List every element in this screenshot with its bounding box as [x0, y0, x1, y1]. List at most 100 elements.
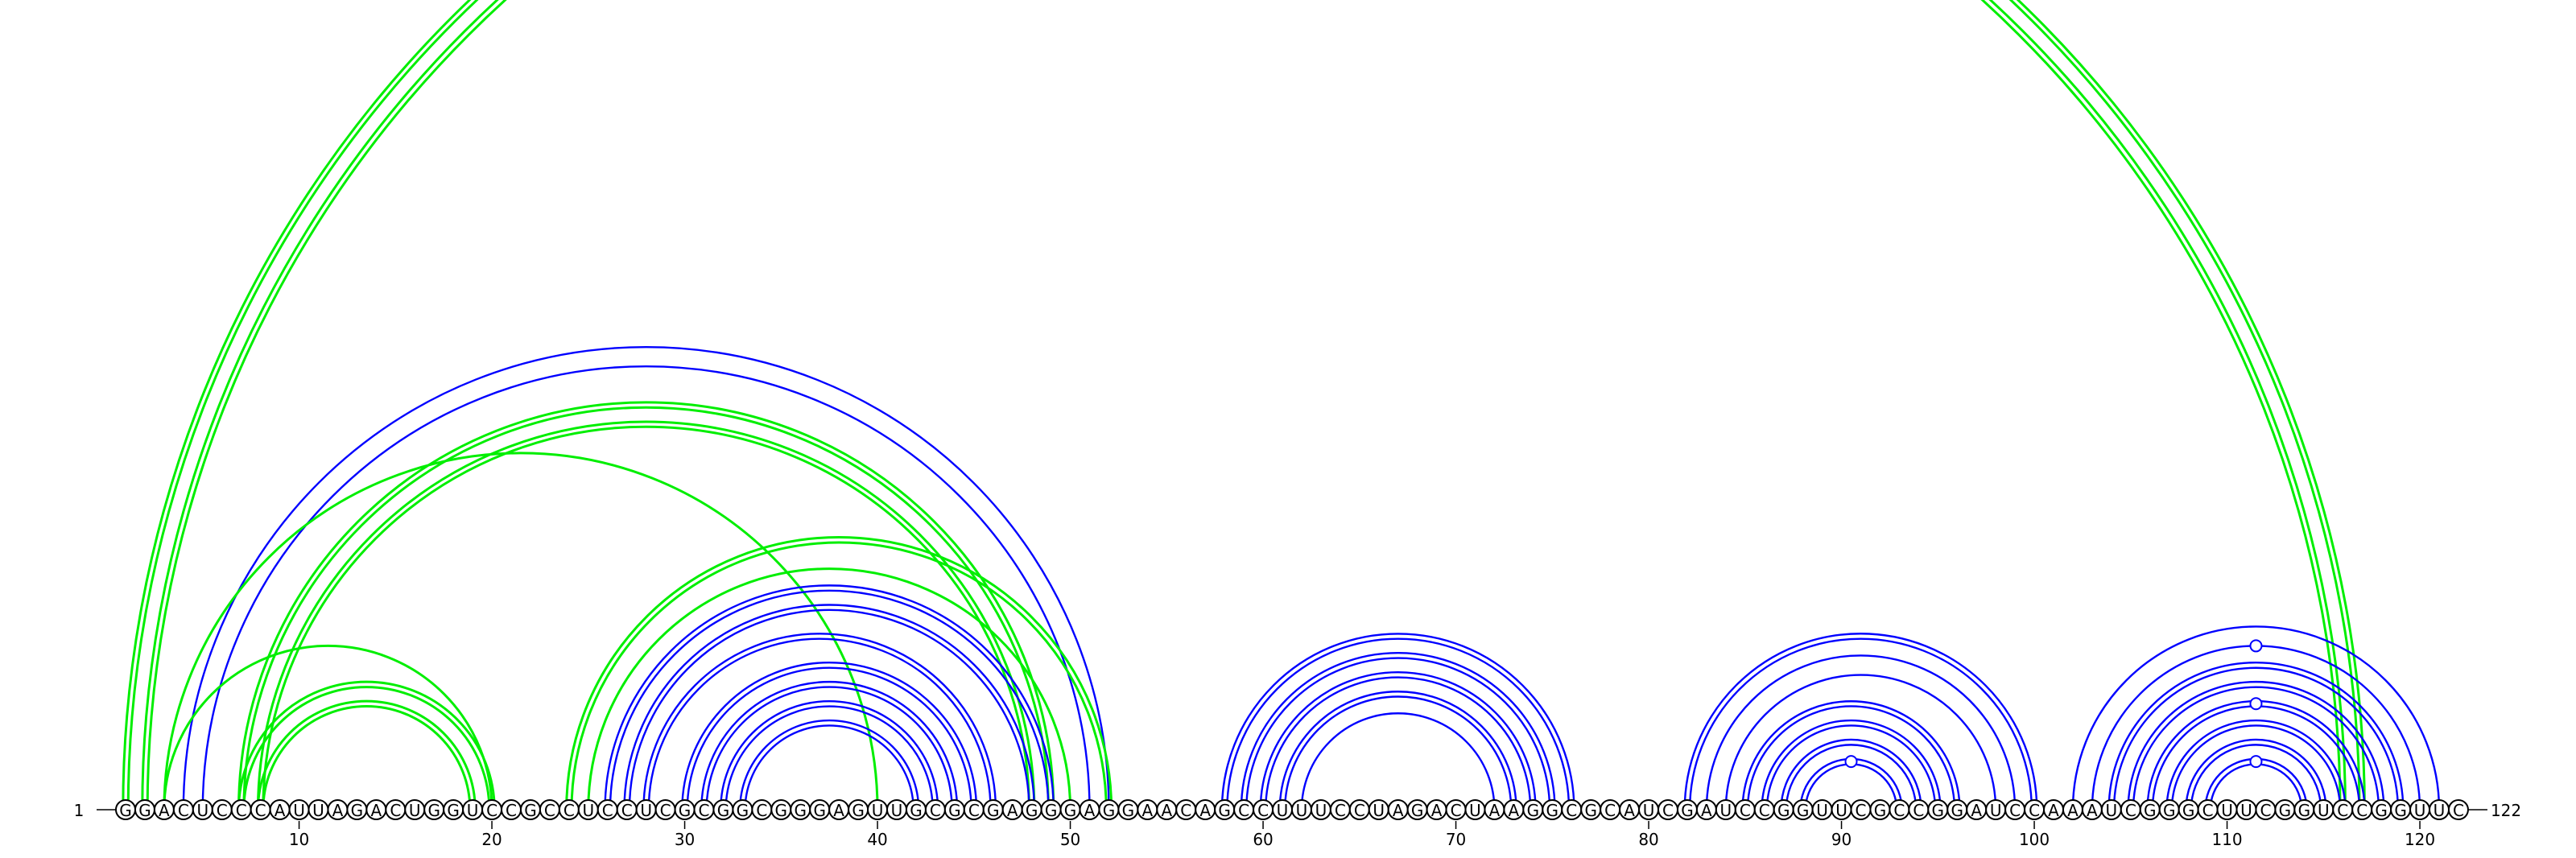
base-pair-arc — [1300, 712, 1496, 811]
arc-outer-strand — [256, 699, 477, 811]
nucleotide-letter: C — [564, 801, 575, 820]
base-pair-arc — [2127, 680, 2385, 811]
nucleotide-letter: G — [1874, 801, 1887, 820]
nucleotide: G — [1580, 799, 1602, 820]
nucleotide-letter: C — [486, 801, 497, 820]
nucleotide: C — [1329, 799, 1351, 820]
nucleotide: A — [2081, 799, 2103, 820]
nucleotide-letter: U — [2240, 801, 2252, 820]
nucleotide-letter: G — [1797, 801, 1810, 820]
base-pair-arc — [604, 584, 1055, 811]
nucleotide-letter: C — [602, 801, 613, 820]
nucleotide-letter: U — [1990, 801, 2002, 820]
nucleotide-letter: C — [930, 801, 941, 820]
nucleotide: U — [577, 799, 599, 820]
nucleotide-letter: C — [1604, 801, 1616, 820]
nucleotide-letter: G — [1411, 801, 1424, 820]
arc-outer-strand — [237, 680, 496, 811]
nucleotide: U — [1831, 799, 1852, 820]
nucleotide-letter: A — [1489, 801, 1501, 820]
nucleotide: U — [2100, 799, 2122, 820]
nucleotide: C — [2447, 799, 2469, 820]
nucleotide-letter: C — [390, 801, 401, 820]
nucleotide-letter: C — [178, 801, 189, 820]
nucleotide: G — [346, 799, 368, 820]
tick-label: 70 — [1446, 830, 1466, 849]
nucleotide: C — [1175, 799, 1197, 820]
nucleotide: U — [2216, 799, 2238, 820]
base-pair-arc — [256, 699, 477, 811]
arc-outer-strand — [1240, 652, 1556, 811]
nucleotide: A — [365, 799, 387, 820]
arc-outer-strand — [642, 633, 997, 811]
nucleotide-letter: U — [293, 801, 305, 820]
nucleotide-letter: G — [2394, 801, 2407, 820]
nucleotide-letter: C — [968, 801, 980, 820]
nucleotide: G — [115, 799, 136, 820]
arc-inner-strand — [724, 705, 934, 811]
nucleotide-letter: U — [1373, 801, 1385, 820]
nucleotide-letter: U — [1835, 801, 1847, 820]
nucleotide: G — [1021, 799, 1042, 820]
nucleotide-letter: G — [948, 801, 961, 820]
nucleotide-letter: U — [1296, 801, 1308, 820]
base-pair-arc — [2071, 625, 2441, 811]
base-pair-arc — [1724, 674, 1997, 811]
nucleotide-letter: U — [1277, 801, 1289, 820]
arc-outer-strand — [2185, 738, 2327, 811]
arc-strand — [587, 567, 1072, 811]
nucleotide: C — [963, 799, 985, 820]
base-pair-arc — [2107, 662, 2405, 811]
base-pair-arc — [1240, 652, 1556, 811]
nucleotide: A — [1503, 799, 1525, 820]
nucleotide-letter: C — [660, 801, 671, 820]
nucleotide-letter: A — [1084, 801, 1096, 820]
nucleotide-circle — [2447, 799, 2469, 820]
arc-inner-strand — [2170, 724, 2342, 811]
nucleotide-letter: G — [138, 801, 151, 820]
base-pair-arc — [2091, 645, 2421, 811]
base-pair-arc — [201, 365, 1091, 811]
arc-outer-strand — [681, 662, 978, 811]
nucleotide-letter: G — [447, 801, 460, 820]
nucleotide: C — [2024, 799, 2046, 820]
nucleotide-letter: G — [717, 801, 730, 820]
nucleotide: C — [751, 799, 773, 820]
nucleotide-letter: U — [1643, 801, 1655, 820]
nucleotide-letter: A — [1509, 801, 1520, 820]
arc-inner-strand — [2112, 666, 2400, 811]
nucleotide: G — [2139, 799, 2161, 820]
nucleotide: U — [2409, 799, 2431, 820]
nucleotide: A — [1079, 799, 1100, 820]
nucleotide: A — [269, 799, 291, 820]
position-tick: 100 — [2019, 821, 2050, 849]
nucleotide-letter: A — [159, 801, 170, 820]
base-pair-arc — [1220, 633, 1575, 811]
nucleotide: C — [1908, 799, 1930, 820]
nucleotide: C — [1233, 799, 1255, 820]
base-pair-arc — [720, 699, 939, 811]
base-pair-arc — [141, 0, 2347, 811]
nucleotide-letter: A — [1199, 801, 1211, 820]
base-pair-arc — [163, 644, 493, 811]
nucleotide-letter: C — [2260, 801, 2271, 820]
arc-inner-strand — [1765, 724, 1937, 811]
base-pair-arc — [2185, 738, 2327, 811]
nucleotide: G — [1542, 799, 1563, 820]
position-tick: 90 — [1831, 821, 1852, 849]
arc-inner-strand — [126, 0, 2361, 811]
nucleotide-letter: G — [1045, 801, 1058, 820]
nucleotide: G — [809, 799, 831, 820]
nucleotide: A — [1426, 799, 1447, 820]
arc-inner-strand — [686, 666, 972, 811]
nucleotide: G — [1676, 799, 1698, 820]
nucleotide: G — [1869, 799, 1891, 820]
arc-inner-strand — [1785, 744, 1918, 811]
nucleotide: C — [1753, 799, 1775, 820]
base-pair-arc — [122, 0, 2366, 811]
nucleotide: C — [597, 799, 618, 820]
arc-outer-strand — [1741, 699, 1961, 811]
arc-inner-strand — [628, 608, 1030, 811]
tick-label: 100 — [2019, 830, 2050, 849]
nucleotide-letter: G — [2375, 801, 2388, 820]
